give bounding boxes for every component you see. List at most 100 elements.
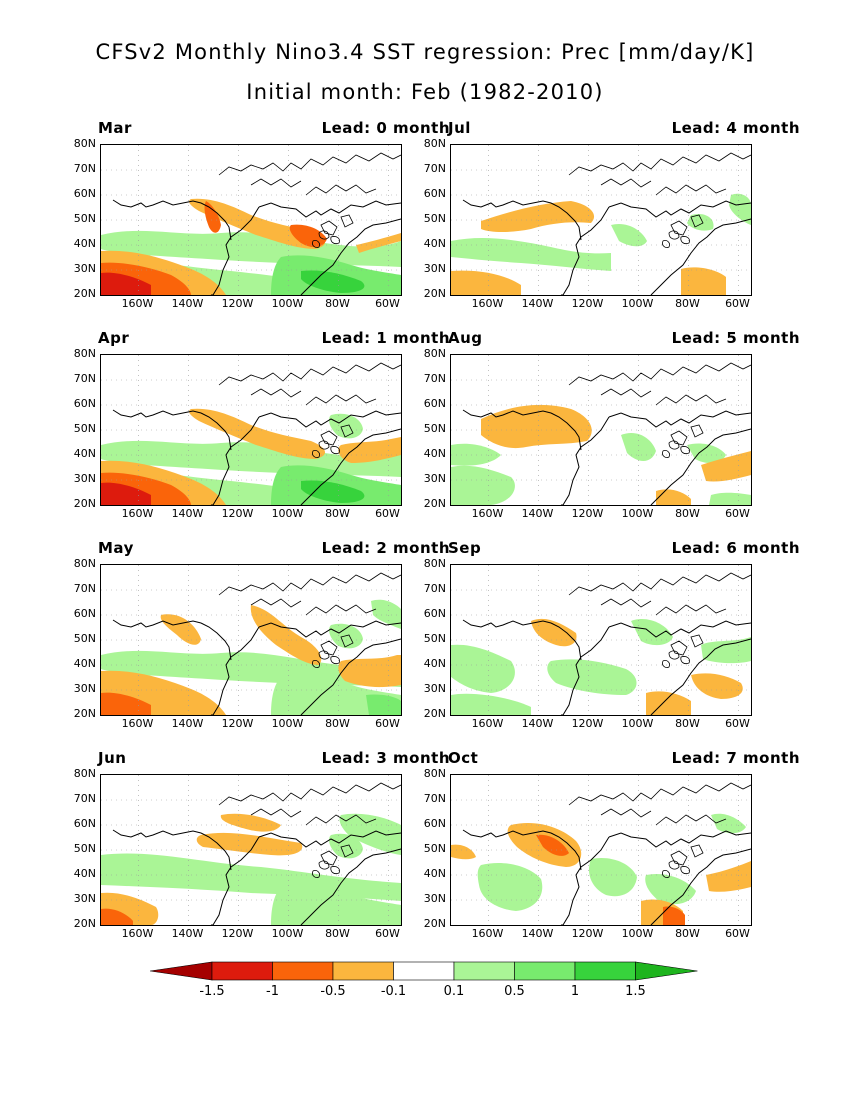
lon-tick-label: 160W <box>121 297 154 310</box>
map-canvas <box>451 355 751 505</box>
lat-tick-label: 40N <box>423 867 446 880</box>
colorbar-tick-label: 0.5 <box>504 984 525 999</box>
lat-tick-label: 40N <box>73 867 96 880</box>
map-canvas <box>101 775 401 925</box>
lat-tick-label: 30N <box>73 682 96 695</box>
lat-tick-label: 40N <box>73 657 96 670</box>
precip-regression-field <box>451 618 751 715</box>
lat-tick-label: 80N <box>423 557 446 570</box>
lat-tick-label: 40N <box>73 447 96 460</box>
lat-tick-label: 60N <box>423 607 446 620</box>
lat-tick-label: 20N <box>423 497 446 510</box>
panel-lead-label: Lead: 1 month <box>321 329 450 347</box>
lon-tick-label: 140W <box>171 717 204 730</box>
colorbar-swatches <box>149 961 698 981</box>
panel-month-label: Aug <box>448 329 483 347</box>
lat-tick-label: 50N <box>73 632 96 645</box>
lon-tick-label: 60W <box>375 927 400 940</box>
great-lakes-outline <box>312 230 340 248</box>
lat-lon-gridlines <box>451 565 751 715</box>
lon-tick-label: 80W <box>325 507 350 520</box>
precip-regression-field <box>101 408 401 505</box>
lat-tick-label: 20N <box>73 287 96 300</box>
lon-tick-label: 100W <box>271 927 304 940</box>
map-panel-oct: Oct Lead: 7 month 80N 70N 60N 50N 40N 30N 20N 160… <box>424 749 850 968</box>
coastline <box>112 829 401 925</box>
lat-tick-label: 30N <box>423 472 446 485</box>
lat-tick-label: 60N <box>423 817 446 830</box>
map-canvas <box>101 145 401 295</box>
lat-lon-gridlines <box>451 355 751 505</box>
lat-tick-label: 50N <box>423 212 446 225</box>
great-lakes-outline <box>662 860 690 878</box>
great-lakes-outline <box>662 440 690 458</box>
regression-map <box>100 144 402 296</box>
lat-tick-label: 30N <box>423 892 446 905</box>
panel-lead-label: Lead: 7 month <box>671 749 800 767</box>
lat-tick-label: 70N <box>423 582 446 595</box>
map-canvas <box>451 145 751 295</box>
lat-tick-label: 50N <box>73 422 96 435</box>
coastline <box>462 409 751 505</box>
map-canvas <box>451 565 751 715</box>
lon-tick-label: 100W <box>271 717 304 730</box>
lat-tick-label: 20N <box>423 707 446 720</box>
lat-tick-label: 80N <box>423 347 446 360</box>
colorbar-swatch <box>574 961 636 981</box>
lat-tick-label: 20N <box>73 497 96 510</box>
lat-tick-label: 80N <box>73 347 96 360</box>
panel-lead-label: Lead: 4 month <box>671 119 800 137</box>
great-lakes-outline <box>662 230 690 248</box>
lat-tick-label: 30N <box>73 472 96 485</box>
lat-tick-label: 60N <box>73 397 96 410</box>
arctic-islands-outline <box>218 362 401 446</box>
lat-tick-label: 70N <box>73 162 96 175</box>
lon-tick-label: 100W <box>271 507 304 520</box>
lat-tick-label: 70N <box>73 792 96 805</box>
panel-month-label: Mar <box>98 119 132 137</box>
lat-tick-label: 70N <box>423 372 446 385</box>
lat-tick-label: 40N <box>73 237 96 250</box>
precip-regression-field <box>101 599 401 715</box>
lat-lon-gridlines <box>101 145 401 295</box>
lon-tick-label: 160W <box>471 507 504 520</box>
lon-tick-label: 100W <box>621 717 654 730</box>
coastline <box>462 829 751 925</box>
arctic-islands-outline <box>568 572 751 656</box>
lon-tick-label: 120W <box>221 717 254 730</box>
lon-tick-label: 80W <box>675 297 700 310</box>
colorbar-max-arrow <box>635 961 698 981</box>
arctic-islands-outline <box>568 782 751 866</box>
lat-tick-label: 30N <box>423 682 446 695</box>
arctic-islands-outline <box>218 572 401 656</box>
lat-tick-label: 70N <box>73 582 96 595</box>
lon-tick-label: 120W <box>571 297 604 310</box>
lat-tick-label: 80N <box>73 137 96 150</box>
lon-tick-label: 120W <box>221 507 254 520</box>
lat-tick-label: 30N <box>73 262 96 275</box>
lon-tick-label: 120W <box>571 717 604 730</box>
lat-tick-label: 70N <box>423 792 446 805</box>
lat-lon-gridlines <box>101 775 401 925</box>
panel-lead-label: Lead: 2 month <box>321 539 450 557</box>
lon-tick-label: 100W <box>621 927 654 940</box>
coastline <box>112 199 401 295</box>
lat-tick-label: 60N <box>423 187 446 200</box>
arctic-islands-outline <box>568 362 751 446</box>
panel-lead-label: Lead: 6 month <box>671 539 800 557</box>
regression-map <box>450 564 752 716</box>
panel-lead-label: Lead: 3 month <box>321 749 450 767</box>
colorbar-swatch <box>514 961 576 981</box>
panel-lead-label: Lead: 0 month <box>321 119 450 137</box>
lon-tick-label: 120W <box>221 297 254 310</box>
map-panel-mar: Mar Lead: 0 month 80N 70N 60N 50N 40N 30N 20N 160… <box>74 119 510 338</box>
lon-tick-label: 160W <box>121 717 154 730</box>
colorbar-swatch <box>272 961 334 981</box>
map-panel-may: May Lead: 2 month 80N 70N 60N 50N 40N 30N 20N 160… <box>74 539 510 758</box>
lat-tick-label: 60N <box>73 187 96 200</box>
regression-map <box>450 774 752 926</box>
lat-tick-label: 50N <box>423 422 446 435</box>
arctic-islands-outline <box>218 782 401 866</box>
great-lakes-outline <box>312 440 340 458</box>
map-canvas <box>451 775 751 925</box>
